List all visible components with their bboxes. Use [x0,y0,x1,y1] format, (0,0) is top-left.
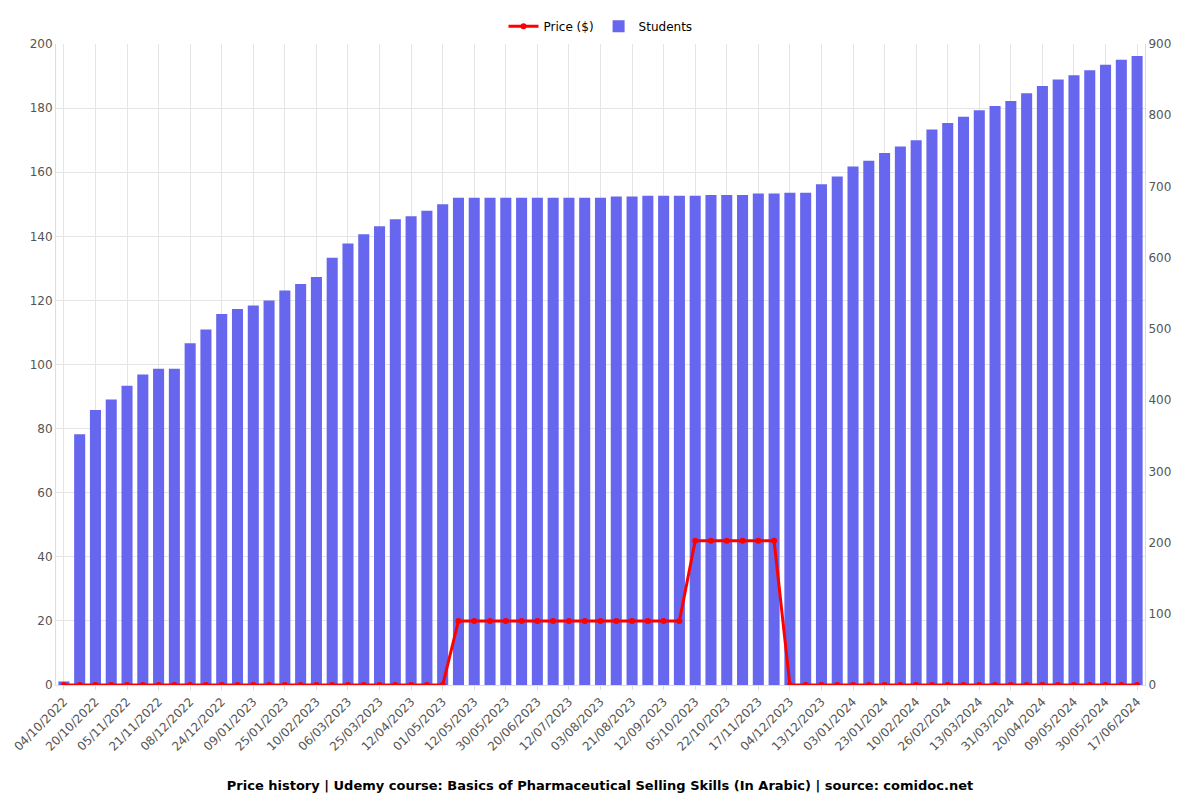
svg-text:05/11/2022: 05/11/2022 [75,695,134,754]
svg-text:60: 60 [37,486,52,500]
svg-text:12/04/2023: 12/04/2023 [359,695,418,754]
svg-text:120: 120 [30,294,53,308]
svg-text:Price history | Udemy course:: Price history | Udemy course: Basics of … [227,778,973,793]
svg-text:0: 0 [1148,678,1156,692]
svg-text:04/12/2023: 04/12/2023 [737,695,796,754]
svg-text:09/05/2024: 09/05/2024 [1022,695,1081,754]
svg-text:600: 600 [1148,251,1171,265]
svg-text:700: 700 [1148,180,1171,194]
svg-text:04/10/2022: 04/10/2022 [11,695,70,754]
svg-text:08/12/2022: 08/12/2022 [138,695,197,754]
svg-text:300: 300 [1148,465,1171,479]
svg-text:17/06/2024: 17/06/2024 [1085,695,1144,754]
svg-text:12/09/2023: 12/09/2023 [611,695,670,754]
svg-text:23/01/2024: 23/01/2024 [832,695,891,754]
svg-text:140: 140 [30,230,53,244]
svg-text:200: 200 [30,37,53,51]
svg-text:01/05/2023: 01/05/2023 [390,695,449,754]
svg-text:12/05/2023: 12/05/2023 [422,695,481,754]
svg-text:100: 100 [30,358,53,372]
svg-text:31/03/2024: 31/03/2024 [958,695,1017,754]
svg-text:03/01/2024: 03/01/2024 [801,695,860,754]
svg-text:Students: Students [639,20,693,34]
svg-text:10/02/2023: 10/02/2023 [264,695,323,754]
svg-text:06/03/2023: 06/03/2023 [296,695,355,754]
svg-text:25/03/2023: 25/03/2023 [327,695,386,754]
svg-text:13/03/2024: 13/03/2024 [927,695,986,754]
svg-text:500: 500 [1148,322,1171,336]
svg-text:10/02/2024: 10/02/2024 [864,695,923,754]
svg-text:21/08/2023: 21/08/2023 [580,695,639,754]
svg-text:400: 400 [1148,393,1171,407]
svg-text:0: 0 [45,678,53,692]
svg-text:17/11/2023: 17/11/2023 [706,695,765,754]
svg-text:25/01/2023: 25/01/2023 [232,695,291,754]
svg-text:03/08/2023: 03/08/2023 [548,695,607,754]
svg-text:200: 200 [1148,536,1171,550]
svg-text:21/11/2022: 21/11/2022 [106,695,165,754]
svg-text:09/01/2023: 09/01/2023 [201,695,260,754]
svg-text:13/12/2023: 13/12/2023 [769,695,828,754]
svg-text:22/10/2023: 22/10/2023 [674,695,733,754]
svg-text:80: 80 [37,422,52,436]
svg-text:30/05/2023: 30/05/2023 [453,695,512,754]
svg-text:100: 100 [1148,607,1171,621]
svg-text:20/04/2024: 20/04/2024 [990,695,1049,754]
svg-text:40: 40 [37,550,52,564]
svg-text:26/02/2024: 26/02/2024 [895,695,954,754]
svg-text:24/12/2022: 24/12/2022 [169,695,228,754]
svg-text:800: 800 [1148,108,1171,122]
svg-text:Price ($): Price ($) [544,20,594,34]
svg-text:30/05/2024: 30/05/2024 [1053,695,1112,754]
svg-text:20/10/2022: 20/10/2022 [43,695,102,754]
svg-text:160: 160 [30,165,53,179]
svg-text:180: 180 [30,101,53,115]
svg-text:20: 20 [37,614,52,628]
svg-text:20/06/2023: 20/06/2023 [485,695,544,754]
svg-text:900: 900 [1148,37,1171,51]
svg-text:05/10/2023: 05/10/2023 [643,695,702,754]
svg-text:12/07/2023: 12/07/2023 [516,695,575,754]
